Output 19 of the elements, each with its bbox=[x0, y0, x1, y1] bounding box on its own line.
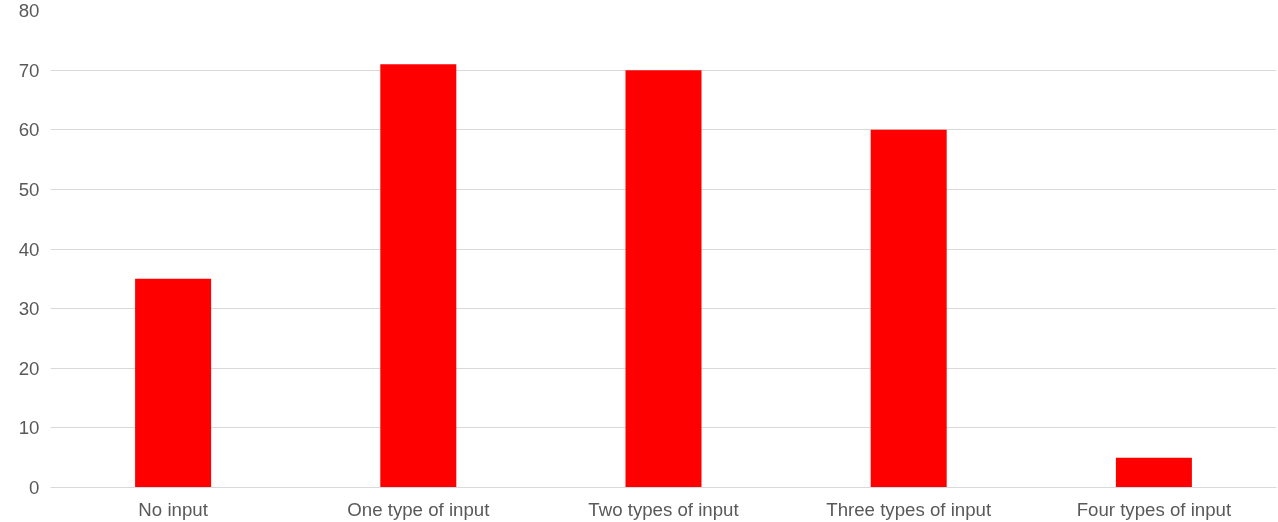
y-tick-label: 70 bbox=[18, 59, 40, 81]
bar bbox=[380, 64, 457, 488]
y-tick-label: 20 bbox=[18, 357, 40, 379]
y-tick-label: 0 bbox=[29, 477, 40, 498]
x-tick-label: Four types of input bbox=[1076, 498, 1232, 520]
y-tick-label: 60 bbox=[18, 119, 40, 141]
bar bbox=[625, 70, 702, 488]
bar bbox=[870, 129, 947, 488]
x-tick-label: Two types of input bbox=[588, 498, 740, 520]
y-tick-label: 40 bbox=[18, 238, 40, 260]
y-tick-label: 10 bbox=[18, 417, 40, 439]
x-tick-label: One type of input bbox=[347, 498, 491, 520]
y-tick-label: 80 bbox=[18, 0, 40, 21]
x-tick-label: Three types of input bbox=[826, 498, 992, 520]
y-tick-label: 50 bbox=[18, 178, 40, 200]
x-tick-label: No input bbox=[138, 498, 209, 520]
bar bbox=[135, 278, 212, 488]
y-tick-label: 30 bbox=[18, 298, 40, 320]
bar bbox=[1115, 457, 1192, 488]
